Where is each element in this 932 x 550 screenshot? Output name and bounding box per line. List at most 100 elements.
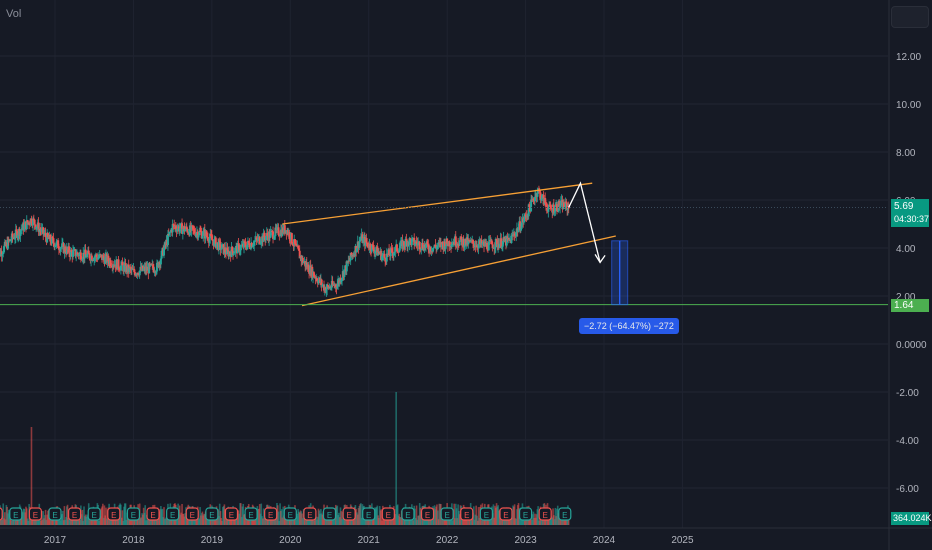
candle-body xyxy=(315,278,318,282)
candle-body xyxy=(556,210,559,212)
candle-body xyxy=(65,247,68,254)
y-tick-label: -2.00 xyxy=(896,388,919,399)
candle-body xyxy=(501,246,504,248)
candle-body xyxy=(78,253,81,257)
candle-body xyxy=(184,229,187,232)
candle-body xyxy=(211,239,214,242)
volume-bar xyxy=(376,505,379,525)
candle-body xyxy=(436,245,439,247)
volume-bar xyxy=(44,509,47,525)
volume-bar xyxy=(144,505,146,525)
y-tick-label: 10.00 xyxy=(896,100,921,111)
candle-body xyxy=(112,265,115,268)
candle-body xyxy=(225,247,228,255)
earnings-letter: E xyxy=(288,511,293,520)
candle-body xyxy=(221,244,224,249)
earnings-badge xyxy=(362,507,376,521)
candle-body xyxy=(331,280,334,285)
candle-body xyxy=(142,268,145,271)
candle-body xyxy=(290,233,293,244)
volume-bar xyxy=(537,506,539,525)
candle-body xyxy=(76,252,79,255)
candle-body xyxy=(446,238,449,244)
channel-upper-line xyxy=(282,182,593,225)
candle-body xyxy=(359,238,362,240)
candle-body xyxy=(491,244,494,249)
candle-body xyxy=(3,246,6,253)
candle-body xyxy=(462,238,465,248)
earnings-letter: E xyxy=(327,511,332,520)
candle-body xyxy=(28,222,31,225)
earnings-letter: E xyxy=(111,511,116,520)
earnings-badge xyxy=(68,507,82,521)
volume-bar xyxy=(4,512,6,525)
earnings-marker: E xyxy=(224,507,239,521)
candle-body xyxy=(345,261,348,272)
candle-body xyxy=(373,249,376,254)
candle-body xyxy=(109,260,112,266)
candle-body xyxy=(373,251,376,254)
earnings-badge xyxy=(381,507,395,521)
y-tick-label: -4.00 xyxy=(896,436,919,447)
candle-body xyxy=(444,246,447,250)
x-tick-label: 2018 xyxy=(122,535,145,546)
candle-body xyxy=(317,280,320,284)
candle-body xyxy=(21,228,24,230)
candle-body xyxy=(43,233,46,235)
candle-body xyxy=(55,241,58,246)
candle-body xyxy=(500,238,503,248)
candle-body xyxy=(32,218,35,226)
earnings-marker: E xyxy=(440,507,454,521)
volume-bar xyxy=(62,510,64,525)
candle-body xyxy=(460,236,463,240)
earnings-marker: E xyxy=(401,507,415,521)
candle-body xyxy=(54,245,57,247)
candle-body xyxy=(384,257,387,262)
candle-body xyxy=(15,229,18,232)
volume-bar xyxy=(102,503,104,525)
candle-body xyxy=(210,234,213,237)
candle-body xyxy=(155,271,158,273)
earnings-badge xyxy=(244,507,258,521)
candle-body xyxy=(266,233,269,236)
earnings-marker: E xyxy=(518,507,533,521)
candle-body xyxy=(418,242,421,250)
measure-tool-label[interactable]: −2.72 (−64.47%) −272 xyxy=(579,318,679,334)
candle-body xyxy=(181,229,184,234)
volume-bar xyxy=(492,504,495,525)
candle-body xyxy=(168,231,171,235)
candle-body xyxy=(540,198,543,201)
y-tick-label: 0.0000 xyxy=(896,340,927,351)
candle-body xyxy=(93,257,96,261)
x-tick-label: 2020 xyxy=(279,535,302,546)
earnings-marker: E xyxy=(87,507,101,521)
candle-body xyxy=(80,259,83,261)
candle-body xyxy=(230,246,233,257)
candle-body xyxy=(28,224,31,226)
candle-body xyxy=(334,284,337,287)
candle-body xyxy=(243,241,246,243)
candle-body xyxy=(186,229,189,233)
candle-body xyxy=(84,249,87,255)
candle-body xyxy=(273,236,276,239)
earnings-badge xyxy=(401,507,415,521)
candle-body xyxy=(362,238,365,243)
candle-body xyxy=(432,247,435,249)
candle-body xyxy=(565,201,568,204)
candle-body xyxy=(405,238,408,241)
candle-body xyxy=(493,247,496,249)
earnings-marker: E xyxy=(107,507,121,521)
chart-settings-button[interactable] xyxy=(891,6,929,28)
candle-body xyxy=(253,240,256,242)
y-tick-label: 2.00 xyxy=(896,292,916,303)
candle-body xyxy=(79,252,82,260)
candle-body xyxy=(403,241,406,246)
candle-body xyxy=(38,228,41,232)
candle-body xyxy=(392,253,395,256)
candle-body xyxy=(272,238,275,240)
candle-body xyxy=(252,245,255,247)
earnings-marker: E xyxy=(28,507,42,521)
candle-body xyxy=(44,232,47,238)
candle-body xyxy=(264,236,267,241)
